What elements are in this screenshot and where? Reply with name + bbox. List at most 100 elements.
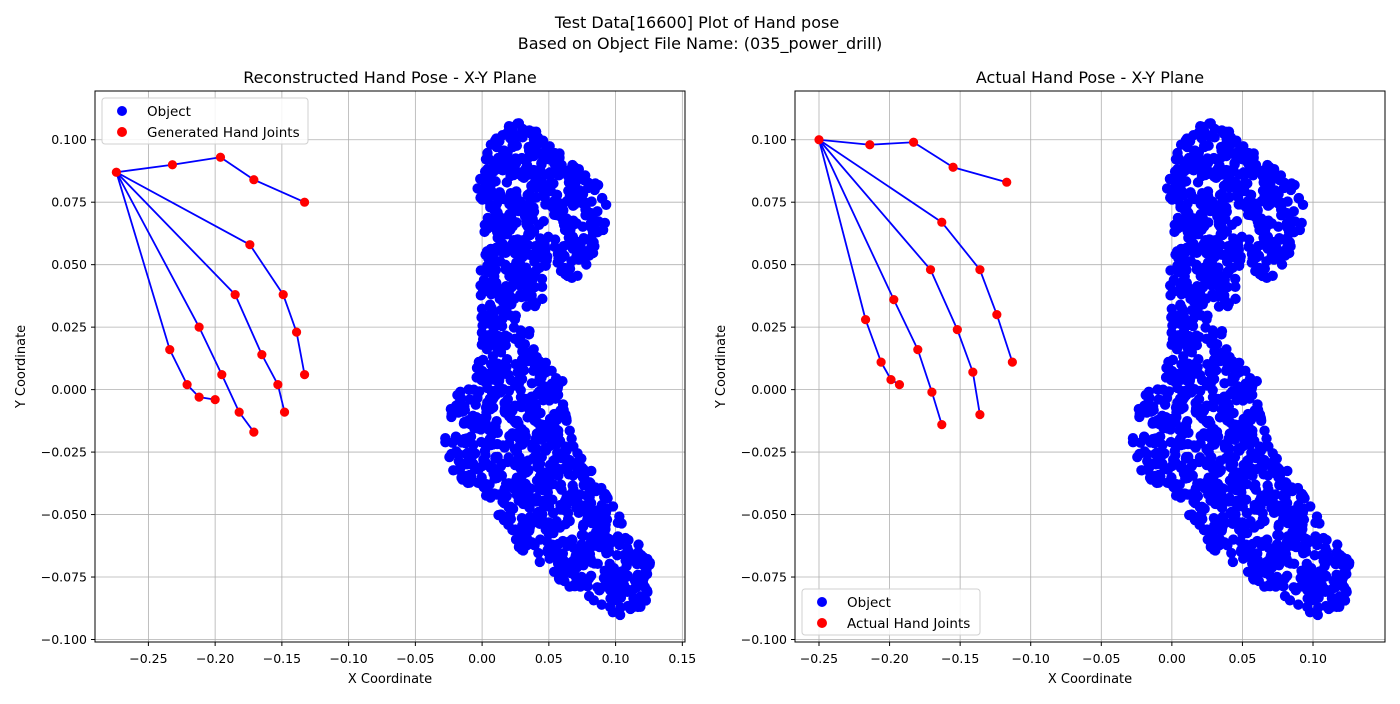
actual-hand-pose-axes: −0.25 −0.20 −0.15 −0.10 −0.05 0.00 0.05 0.10 −0.… bbox=[714, 68, 1386, 687]
object-point bbox=[485, 374, 496, 386]
hand-bone bbox=[234, 294, 263, 355]
object-point bbox=[1261, 433, 1272, 444]
object-point bbox=[472, 412, 483, 424]
y-tick-label: 0.000 bbox=[751, 382, 787, 397]
hand-joint bbox=[273, 380, 283, 390]
object-point bbox=[1201, 293, 1212, 304]
object-point bbox=[1194, 331, 1205, 343]
object-point bbox=[599, 217, 611, 229]
object-point bbox=[628, 601, 640, 612]
object-point bbox=[1277, 507, 1288, 519]
x-tick-label: 0.10 bbox=[602, 651, 630, 666]
hand-joint bbox=[937, 419, 947, 430]
object-point bbox=[1207, 392, 1219, 403]
object-point bbox=[1205, 118, 1216, 129]
object-point bbox=[564, 454, 575, 466]
object-point bbox=[1171, 187, 1183, 198]
object-point bbox=[1305, 501, 1316, 512]
hand-bone bbox=[818, 139, 895, 301]
hand-bone bbox=[913, 141, 954, 168]
object-point bbox=[503, 369, 514, 381]
object-point-cloud bbox=[440, 118, 656, 621]
object-point bbox=[547, 202, 558, 213]
object-point bbox=[1140, 405, 1151, 416]
object-point bbox=[571, 249, 583, 261]
object-point bbox=[559, 263, 570, 274]
object-point bbox=[1237, 547, 1248, 558]
object-point bbox=[1161, 362, 1172, 374]
object-point bbox=[1261, 441, 1272, 452]
object-point bbox=[472, 477, 484, 489]
y-tick-label: 0.100 bbox=[751, 132, 787, 147]
x-axis-label: X Coordinate bbox=[348, 672, 432, 687]
object-point bbox=[487, 439, 499, 450]
object-point bbox=[1227, 556, 1239, 568]
object-point bbox=[1206, 338, 1217, 349]
object-point bbox=[1293, 599, 1304, 610]
hand-bone bbox=[929, 269, 959, 331]
object-point bbox=[1231, 395, 1242, 406]
object-point bbox=[1259, 515, 1270, 527]
object-point bbox=[1198, 524, 1210, 536]
object-point bbox=[1165, 265, 1176, 276]
object-point bbox=[1295, 581, 1306, 592]
object-point bbox=[1153, 477, 1164, 488]
object-point bbox=[451, 405, 463, 416]
hand-bone bbox=[941, 221, 981, 271]
hand-bone bbox=[818, 139, 932, 271]
hand-joint bbox=[975, 410, 985, 420]
object-point bbox=[1282, 531, 1294, 542]
figure-title-line2: Based on Object File Name: (035_power_dr… bbox=[518, 34, 883, 54]
object-point bbox=[543, 146, 554, 157]
hand-bone bbox=[172, 156, 221, 166]
hand-joint bbox=[908, 137, 919, 147]
hand-joint bbox=[992, 310, 1002, 320]
object-point bbox=[452, 389, 463, 401]
object-point bbox=[1188, 129, 1199, 141]
legend-box bbox=[801, 588, 981, 636]
hand-joints bbox=[111, 152, 310, 437]
object-point bbox=[513, 118, 525, 129]
axes-title: Actual Hand Pose - X-Y Plane bbox=[976, 68, 1204, 87]
object-point bbox=[1321, 556, 1333, 567]
y-tick-label: 0.075 bbox=[751, 195, 787, 210]
object-point bbox=[536, 273, 548, 285]
axes-frame bbox=[794, 90, 1386, 643]
object-point bbox=[1149, 448, 1161, 460]
hand-bones bbox=[818, 138, 1014, 425]
object-point bbox=[537, 293, 548, 305]
object-point bbox=[521, 467, 532, 478]
object-point bbox=[1172, 147, 1183, 159]
object-point bbox=[532, 178, 543, 189]
object-point bbox=[1219, 439, 1230, 450]
legend-label: Actual Hand Joints bbox=[847, 616, 970, 632]
y-tick-label: −0.100 bbox=[41, 632, 87, 647]
object-point bbox=[614, 538, 625, 549]
object-point bbox=[1292, 482, 1304, 494]
x-tick-label: 0.05 bbox=[1229, 651, 1257, 666]
hand-joint bbox=[925, 265, 936, 275]
object-point bbox=[1285, 513, 1297, 524]
object-point bbox=[480, 450, 491, 461]
x-tick-label: −0.15 bbox=[263, 651, 301, 666]
object-point bbox=[1228, 233, 1239, 244]
object-point bbox=[1205, 202, 1216, 214]
object-point bbox=[1297, 546, 1309, 558]
object-point bbox=[567, 480, 578, 491]
hand-joint bbox=[257, 350, 267, 360]
object-point bbox=[567, 495, 578, 507]
object-point bbox=[535, 534, 546, 545]
object-point bbox=[1150, 433, 1161, 444]
object-point bbox=[1172, 246, 1183, 257]
object-point bbox=[1200, 322, 1211, 333]
object-point bbox=[556, 484, 567, 495]
object-point bbox=[1270, 240, 1282, 252]
object-point bbox=[1260, 568, 1272, 579]
object-point bbox=[1226, 376, 1237, 387]
x-tick-label: −0.25 bbox=[800, 651, 838, 666]
object-point bbox=[618, 579, 630, 591]
hand-bone bbox=[869, 141, 914, 146]
object-point bbox=[1279, 573, 1291, 584]
object-point bbox=[1336, 580, 1347, 591]
